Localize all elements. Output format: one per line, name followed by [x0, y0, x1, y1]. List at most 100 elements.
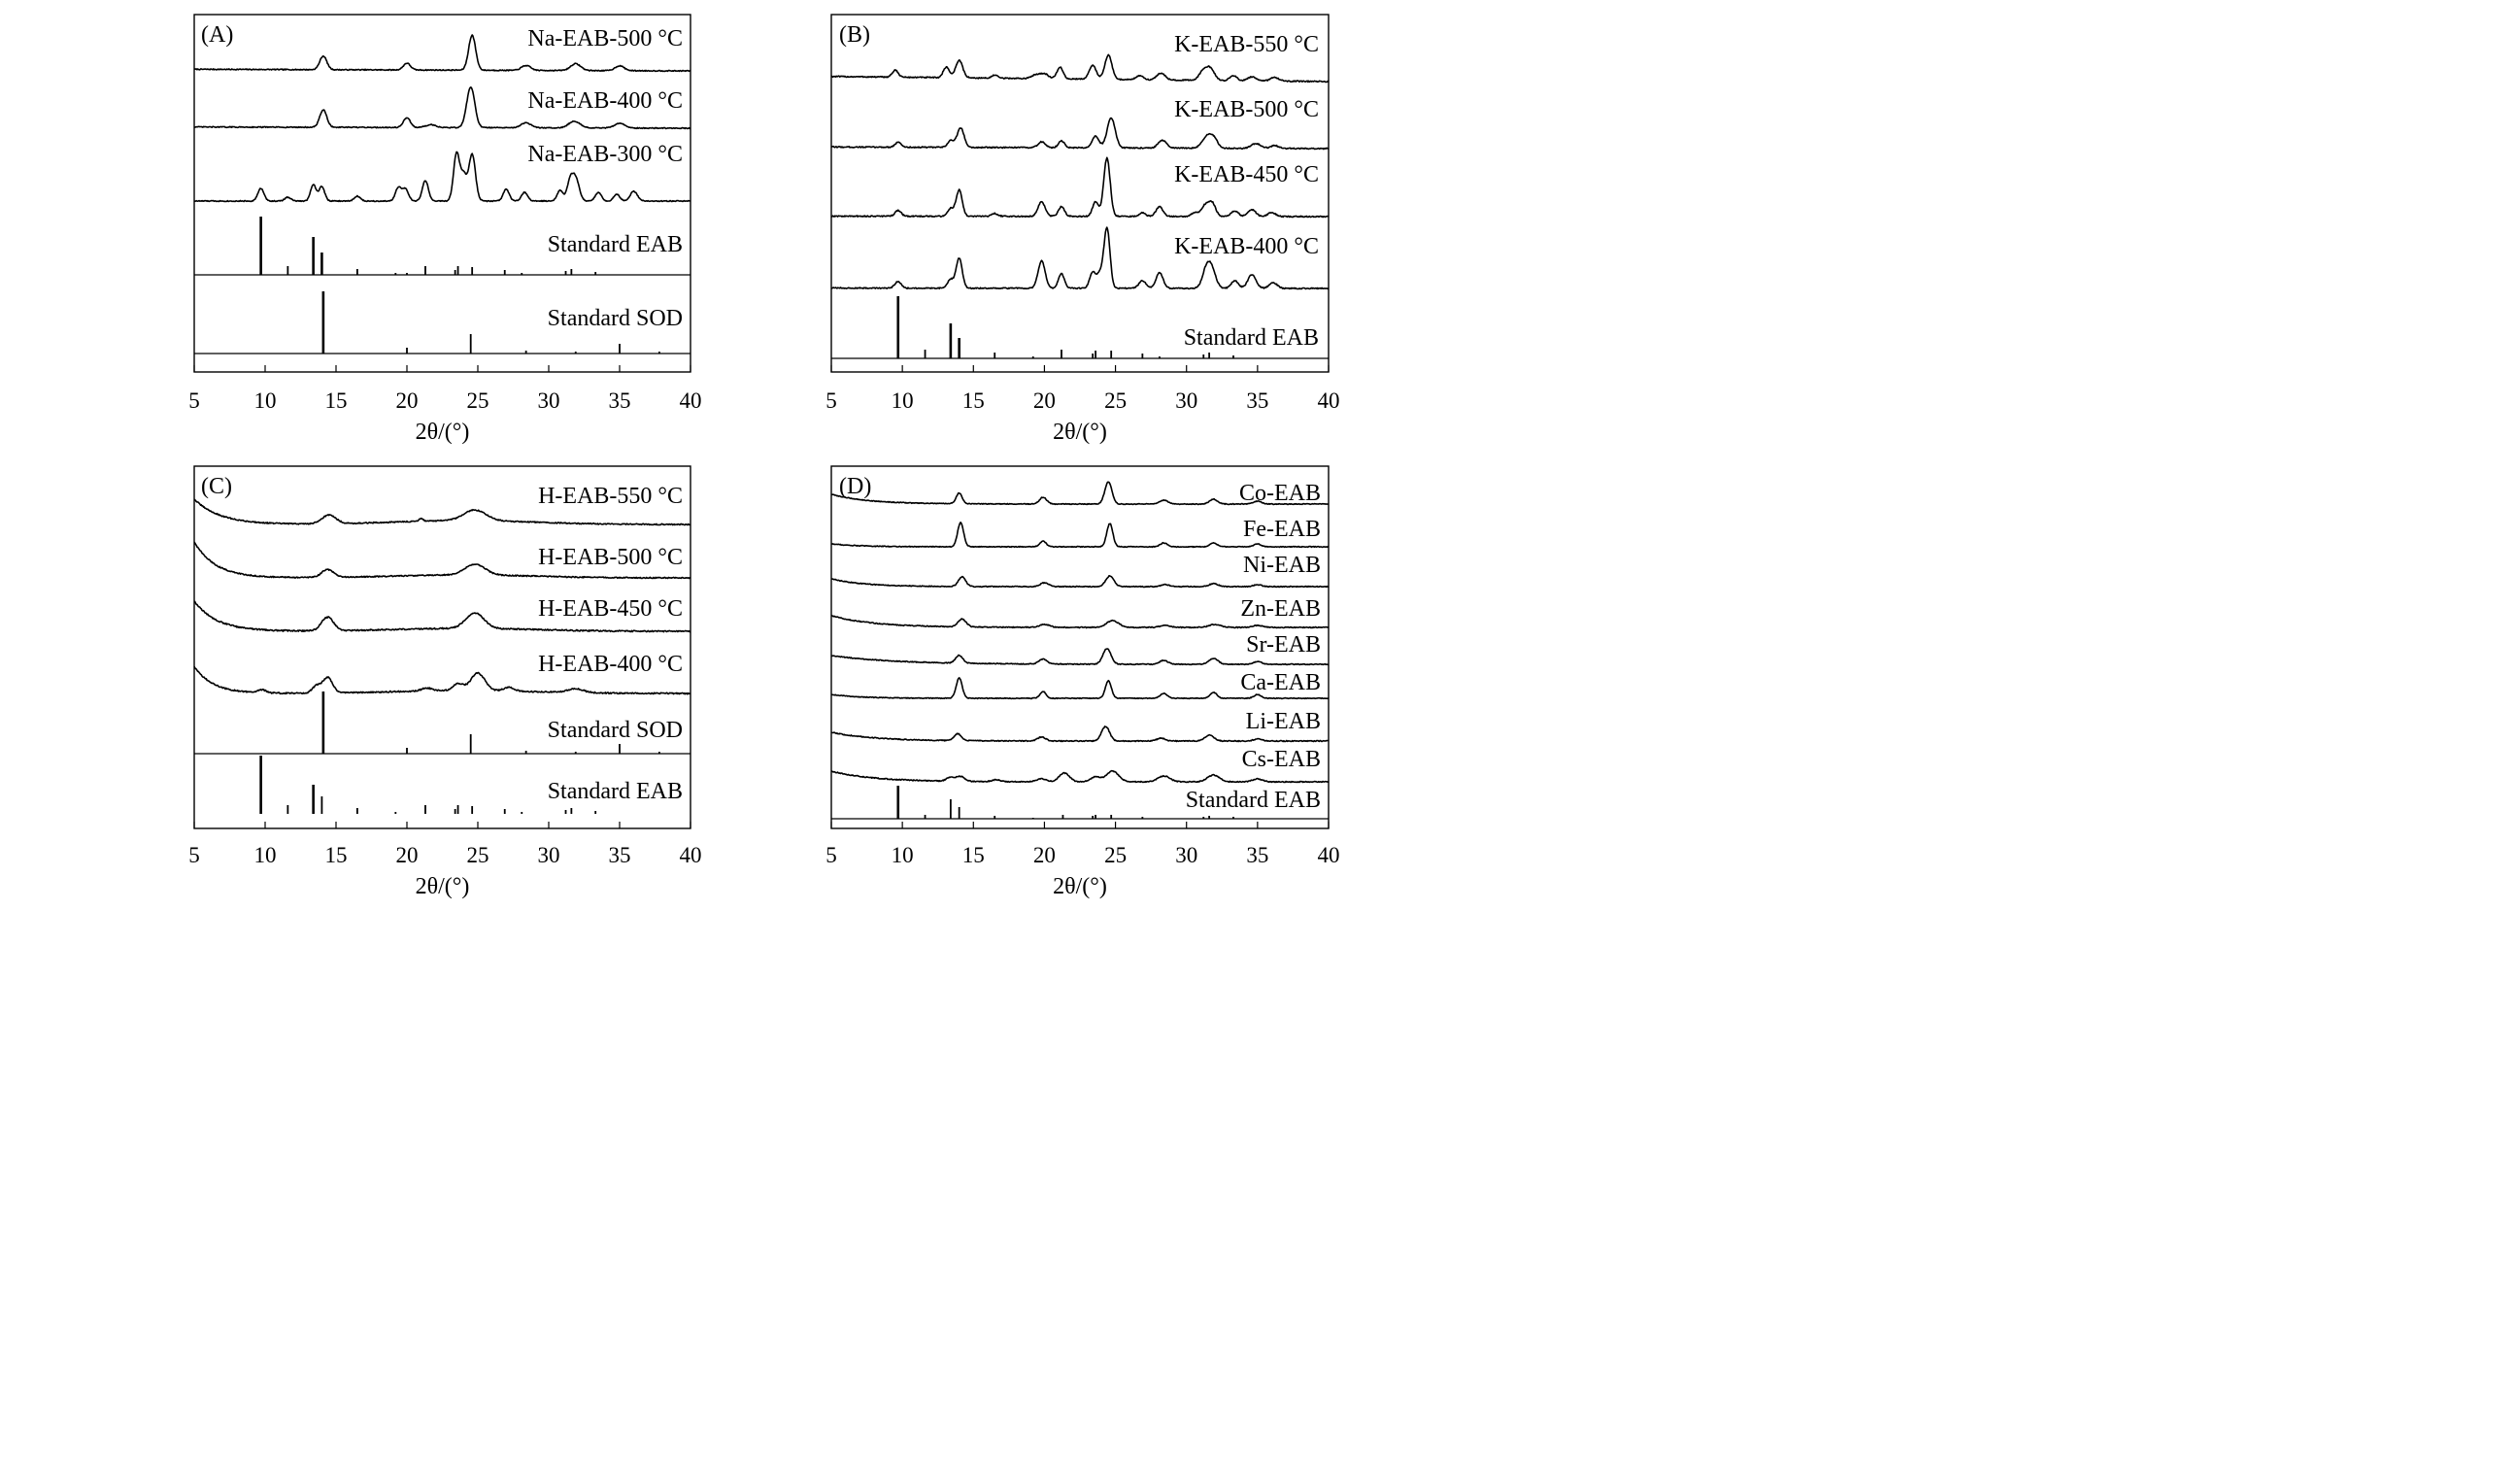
- x-tick-label: 40: [1318, 843, 1340, 867]
- series-ni-eab: Ni-EAB: [830, 553, 1330, 589]
- xrd-pattern-line: [830, 725, 1330, 743]
- x-tick-label: 5: [188, 843, 200, 867]
- series-h-eab-450-c: H-EAB-450 °C: [193, 596, 691, 633]
- x-tick-label: 10: [892, 388, 914, 413]
- series-k-eab-400-c: K-EAB-400 °C: [830, 226, 1330, 290]
- plot-frame: [193, 14, 691, 373]
- xrd-pattern-line: [193, 86, 691, 130]
- xrd-pattern-line: [830, 226, 1330, 290]
- series-label: Zn-EAB: [1240, 596, 1321, 622]
- series-sr-eab: Sr-EAB: [830, 632, 1330, 666]
- series-h-eab-400-c: H-EAB-400 °C: [193, 652, 691, 695]
- x-tick-label: 15: [325, 843, 348, 867]
- x-axis-label: 2θ/(°): [1053, 420, 1107, 445]
- x-tick-label: 30: [1175, 843, 1197, 867]
- xrd-pattern-line: [830, 117, 1330, 151]
- x-tick-label: 10: [892, 843, 914, 867]
- series-label: Standard EAB: [548, 779, 683, 804]
- series-h-eab-500-c: H-EAB-500 °C: [193, 541, 691, 580]
- series-na-eab-300-c: Na-EAB-300 °C: [193, 142, 691, 203]
- series-h-eab-550-c: H-EAB-550 °C: [193, 484, 691, 526]
- xrd-pattern-line: [830, 615, 1330, 629]
- series-label: H-EAB-550 °C: [538, 484, 683, 509]
- series-label: Na-EAB-400 °C: [527, 88, 683, 114]
- xrd-pattern-line: [193, 151, 691, 203]
- xrd-pattern-line: [193, 498, 691, 526]
- xrd-pattern-line: [830, 522, 1330, 549]
- plot-frame: [193, 465, 691, 829]
- x-tick-label: 15: [962, 388, 985, 413]
- series-label: H-EAB-500 °C: [538, 545, 683, 570]
- series-label: K-EAB-500 °C: [1174, 97, 1319, 122]
- x-tick-label: 20: [396, 388, 419, 413]
- x-tick-label: 30: [538, 388, 560, 413]
- x-tick-label: 5: [825, 843, 837, 867]
- xrd-pattern-line: [193, 600, 691, 633]
- series-cs-eab: Cs-EAB: [830, 747, 1330, 784]
- series-label: Standard EAB: [1184, 325, 1319, 351]
- plot-frame: [830, 14, 1330, 373]
- x-tick-label: 35: [609, 388, 631, 413]
- series-label: H-EAB-400 °C: [538, 652, 683, 677]
- series-label: K-EAB-400 °C: [1174, 234, 1319, 259]
- series-label: Na-EAB-300 °C: [527, 142, 683, 167]
- series-label: Standard SOD: [548, 718, 683, 743]
- x-tick-label: 10: [254, 843, 277, 867]
- x-tick-label: 15: [325, 388, 348, 413]
- series-label: Ca-EAB: [1240, 670, 1321, 695]
- series-fe-eab: Fe-EAB: [830, 517, 1330, 549]
- x-tick-label: 5: [825, 388, 837, 413]
- x-tick-label: 40: [1318, 388, 1340, 413]
- series-label: Standard SOD: [548, 306, 683, 331]
- series-label: Co-EAB: [1239, 481, 1321, 506]
- series-label: Ni-EAB: [1243, 553, 1321, 578]
- x-tick-label: 35: [609, 843, 631, 867]
- xrd-pattern-line: [830, 156, 1330, 219]
- xrd-figure: (A) 5 10 15 20 25 30 35 40 2θ/(°) Na-EAB-500 °C Na-…: [188, 14, 1340, 899]
- x-tick-label: 5: [188, 388, 200, 413]
- series-label: Standard EAB: [548, 232, 683, 257]
- x-axis-label: 2θ/(°): [416, 420, 470, 445]
- series-k-eab-450-c: K-EAB-450 °C: [830, 156, 1330, 219]
- x-tick-label: 40: [680, 388, 702, 413]
- panel-label: (B): [839, 22, 870, 48]
- x-tick-label: 10: [254, 388, 277, 413]
- x-tick-label: 25: [467, 843, 489, 867]
- series-co-eab: Co-EAB: [830, 481, 1330, 506]
- xrd-pattern-line: [830, 575, 1330, 589]
- series-label: Fe-EAB: [1243, 517, 1321, 542]
- plot-frame: [830, 465, 1330, 829]
- series-label: H-EAB-450 °C: [538, 596, 683, 622]
- xrd-pattern-line: [193, 665, 691, 695]
- xrd-pattern-line: [193, 34, 691, 73]
- series-label: K-EAB-550 °C: [1174, 32, 1319, 57]
- xrd-pattern-line: [830, 481, 1330, 506]
- panel-c: (C) 5 10 15 20 25 30 35 40 2θ/(°) H-EAB-550 °C H-EA…: [188, 465, 702, 899]
- x-tick-label: 30: [1175, 388, 1197, 413]
- series-label: Standard EAB: [1186, 788, 1321, 813]
- series-standard-eab: Standard EAB: [194, 217, 691, 276]
- x-tick-label: 20: [1033, 843, 1056, 867]
- series-standard-eab: Standard EAB: [831, 786, 1329, 820]
- panel-label: (C): [201, 474, 232, 499]
- series-na-eab-500-c: Na-EAB-500 °C: [193, 26, 691, 73]
- series-label: Na-EAB-500 °C: [527, 26, 683, 51]
- panel-b: (B) 5 10 15 20 25 30 35 40 2θ/(°) K-EAB-550 °C K-EA…: [825, 14, 1340, 445]
- x-tick-label: 25: [1104, 843, 1127, 867]
- series-label: Cs-EAB: [1242, 747, 1321, 772]
- xrd-pattern-line: [830, 769, 1330, 784]
- x-tick-label: 30: [538, 843, 560, 867]
- panel-a: (A) 5 10 15 20 25 30 35 40 2θ/(°) Na-EAB-500 °C Na-…: [188, 14, 702, 445]
- series-zn-eab: Zn-EAB: [830, 596, 1330, 629]
- xrd-pattern-line: [830, 53, 1330, 84]
- series-li-eab: Li-EAB: [830, 709, 1330, 743]
- x-tick-label: 25: [467, 388, 489, 413]
- series-standard-eab: Standard EAB: [259, 756, 683, 814]
- x-tick-label: 20: [1033, 388, 1056, 413]
- x-axis-label: 2θ/(°): [1053, 874, 1107, 899]
- series-label: Li-EAB: [1246, 709, 1321, 734]
- series-label: K-EAB-450 °C: [1174, 162, 1319, 187]
- series-standard-sod: Standard SOD: [194, 291, 691, 354]
- series-standard-sod: Standard SOD: [194, 691, 691, 755]
- series-k-eab-550-c: K-EAB-550 °C: [830, 32, 1330, 84]
